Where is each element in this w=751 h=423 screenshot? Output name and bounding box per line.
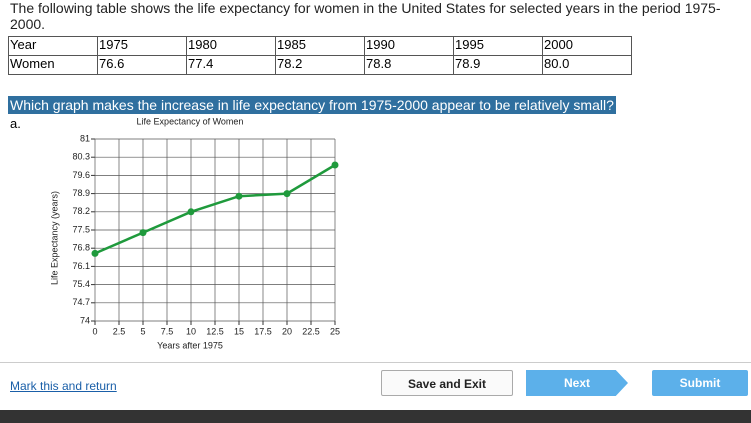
chart: Life Expectancy of Women Years after 197… bbox=[49, 116, 340, 350]
y-tick-label: 77.5 bbox=[72, 224, 90, 234]
x-tick-label: 10 bbox=[186, 326, 196, 336]
question: Which graph makes the increase in life e… bbox=[8, 96, 616, 114]
table-row: Women 76.6 77.4 78.2 78.8 78.9 80.0 bbox=[8, 55, 632, 75]
data-point bbox=[139, 229, 147, 237]
x-tick-label: 25 bbox=[330, 326, 340, 336]
data-line bbox=[94, 163, 336, 255]
submit-button[interactable]: Submit bbox=[652, 370, 748, 396]
table-cell: 76.6 bbox=[97, 55, 187, 75]
x-tick-label: 0 bbox=[92, 326, 97, 336]
x-tick-label: 22.5 bbox=[302, 326, 320, 336]
bottom-bar bbox=[0, 410, 751, 423]
y-tick-label: 74 bbox=[80, 315, 90, 325]
table-cell: 1985 bbox=[275, 36, 365, 56]
save-exit-button[interactable]: Save and Exit bbox=[381, 370, 513, 396]
table-cell: 1995 bbox=[453, 36, 543, 56]
instructions: The following table shows the life expec… bbox=[10, 0, 721, 32]
table-cell: 1975 bbox=[97, 36, 187, 56]
table-cell: 1990 bbox=[364, 36, 454, 56]
data-point bbox=[331, 161, 339, 169]
x-tick-label: 12.5 bbox=[206, 326, 224, 336]
x-tick-label: 5 bbox=[140, 326, 145, 336]
y-tick-label: 80.3 bbox=[72, 152, 90, 162]
x-tick-label: 7.5 bbox=[161, 326, 174, 336]
table-cell: 78.9 bbox=[453, 55, 543, 75]
y-tick-label: 79.6 bbox=[72, 170, 90, 180]
mark-link[interactable]: Mark this and return bbox=[10, 379, 117, 393]
data-table: Year 1975 1980 1985 1990 1995 2000 Women 76.6 77.… bbox=[8, 36, 632, 75]
y-tick-label: 78.9 bbox=[72, 188, 90, 198]
y-axis-label: Life Expectancy (years) bbox=[49, 191, 59, 285]
table-cell: 2000 bbox=[542, 36, 632, 56]
option-label: a. bbox=[10, 116, 21, 131]
table-cell: Women bbox=[8, 55, 98, 75]
data-point bbox=[283, 190, 291, 198]
x-axis-label: Years after 1975 bbox=[157, 340, 223, 350]
data-point bbox=[187, 208, 195, 216]
x-tick-label: 2.5 bbox=[113, 326, 126, 336]
y-tick-label: 76.1 bbox=[72, 261, 90, 271]
chart-title: Life Expectancy of Women bbox=[137, 116, 244, 126]
table-row: Year 1975 1980 1985 1990 1995 2000 bbox=[8, 36, 632, 56]
table-cell: Year bbox=[8, 36, 98, 56]
table-cell: 78.8 bbox=[364, 55, 454, 75]
x-tick-label: 20 bbox=[282, 326, 292, 336]
x-tick-label: 15 bbox=[234, 326, 244, 336]
table-cell: 78.2 bbox=[275, 55, 365, 75]
y-tick-label: 75.4 bbox=[72, 279, 90, 289]
footer: Mark this and return Save and Exit Next … bbox=[0, 362, 751, 411]
data-point bbox=[91, 249, 99, 257]
data-point bbox=[235, 192, 243, 200]
y-tick-label: 76.8 bbox=[72, 243, 90, 253]
table-cell: 1980 bbox=[186, 36, 276, 56]
table-cell: 80.0 bbox=[542, 55, 632, 75]
y-tick-label: 81 bbox=[80, 133, 90, 143]
y-tick-label: 74.7 bbox=[72, 297, 90, 307]
y-tick-label: 78.2 bbox=[72, 206, 90, 216]
table-cell: 77.4 bbox=[186, 55, 276, 75]
next-button[interactable]: Next bbox=[526, 370, 628, 396]
x-tick-label: 17.5 bbox=[254, 326, 272, 336]
